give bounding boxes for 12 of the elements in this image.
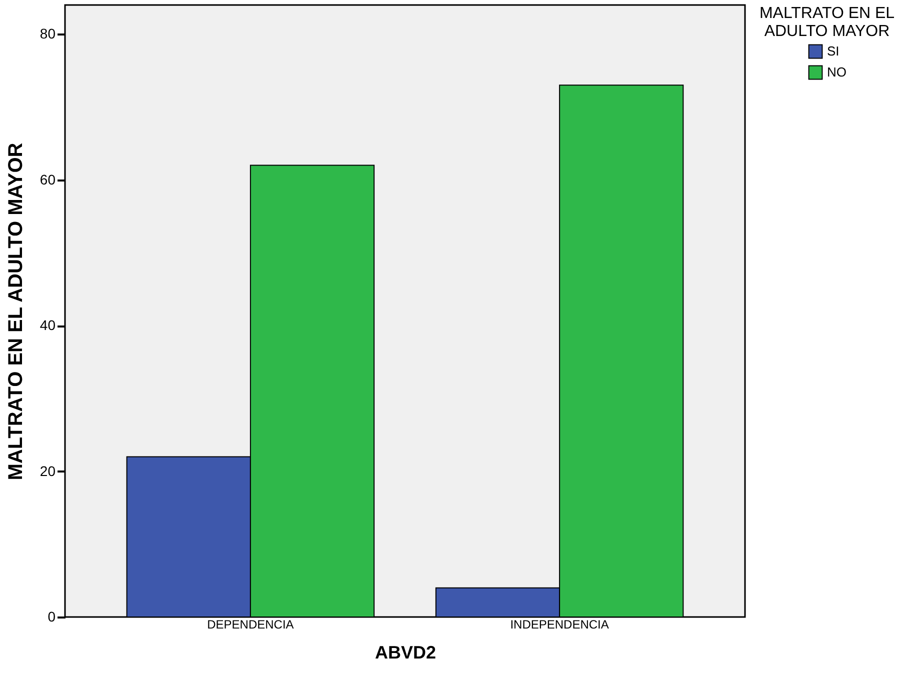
legend-label: NO (827, 64, 846, 80)
y-tick-label: 0 (48, 608, 56, 624)
x-tick-label: DEPENDENCIA (207, 618, 294, 632)
legend-label: SI (827, 44, 840, 58)
y-tick-label: 80 (40, 26, 56, 42)
legend-title: MALTRATO EN EL ADULTO MAYOR (759, 5, 895, 40)
y-tick-label: 40 (40, 317, 56, 334)
x-axis-title: ABVD2 (374, 642, 436, 662)
y-tick-label: 60 (40, 171, 56, 188)
y-axis-title: MALTRATO EN EL ADULTO MAYOR (4, 142, 27, 480)
x-tick-label: INDEPENDENCIA (510, 618, 609, 632)
y-tick-label: 20 (40, 462, 56, 479)
